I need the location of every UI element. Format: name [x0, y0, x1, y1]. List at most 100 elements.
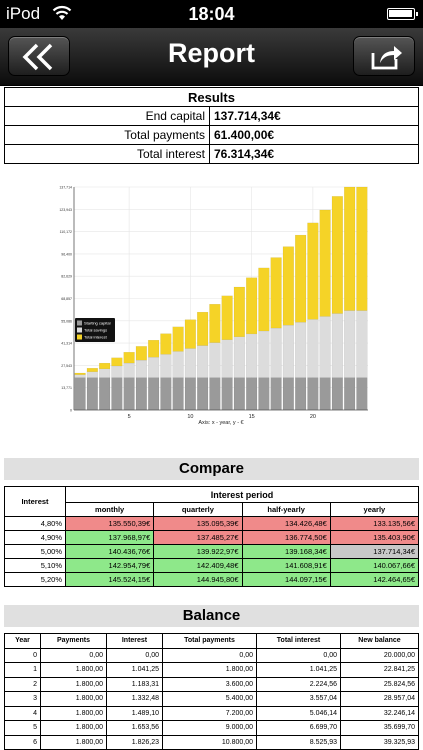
bar-segment	[282, 324, 294, 378]
compare-cell: 135.095,39€	[153, 516, 243, 531]
x-tick-label: 10	[187, 414, 193, 420]
bar-segment	[295, 322, 307, 378]
balance-header-payments: Payments	[40, 633, 107, 649]
results-label: End capital	[4, 106, 210, 126]
carrier-label: iPod	[6, 4, 41, 23]
balance-cell: 3.600,00	[162, 676, 257, 692]
bar-segment	[123, 377, 135, 411]
bar-segment	[319, 209, 331, 317]
balance-row: 6 1.800,00 1.826,23 10.800,00 8.525,93 39.325…	[4, 734, 419, 750]
balance-cell: 28.957,04	[340, 691, 419, 707]
balance-cell: 5	[4, 720, 41, 736]
results-value: 76.314,34€	[209, 144, 419, 164]
balance-header-interest: Interest	[106, 633, 163, 649]
balance-cell: 1.183,31	[106, 676, 163, 692]
status-bar: iPod 18:04	[0, 0, 423, 28]
compare-table: Interest Interest period monthly quarter…	[4, 486, 420, 587]
compare-row: 4,90% 137.968,97€ 137.485,27€ 136.774,50€ 13…	[4, 530, 420, 545]
bar-segment	[135, 359, 147, 378]
legend-box	[75, 318, 115, 342]
balance-cell: 39.325,93	[340, 734, 419, 750]
bar-segment	[197, 311, 209, 346]
legend-label: Starting capital	[84, 321, 111, 326]
balance-cell: 7.200,00	[162, 705, 257, 721]
balance-cell: 20.000,00	[340, 647, 419, 663]
compare-cell: 144.945,80€	[153, 572, 243, 587]
results-value: 137.714,34€	[209, 106, 419, 126]
compare-cell: 137.714,34€	[329, 544, 420, 559]
balance-cell: 3.557,04	[256, 691, 341, 707]
compare-cell: 139.922,97€	[153, 544, 243, 559]
balance-cell: 0,00	[162, 647, 257, 663]
bar-segment	[160, 333, 172, 355]
balance-cell: 35.699,70	[340, 720, 419, 736]
results-table: Results End capital 137.714,34€ Total pa…	[4, 87, 419, 164]
back-button[interactable]	[8, 36, 70, 76]
compare-cell: 135.403,90€	[329, 530, 420, 545]
bar-segment	[258, 267, 270, 332]
y-tick-label: 96,400	[61, 252, 72, 256]
compare-row: 5,20% 145.524,15€ 144.945,80€ 144.097,15€ 14…	[4, 572, 420, 587]
results-value: 61.400,00€	[209, 125, 419, 145]
bar-segment	[148, 377, 160, 411]
bar-segment	[99, 362, 111, 370]
compare-title: Compare	[4, 458, 419, 480]
balance-cell: 1	[4, 662, 41, 678]
bar-segment	[74, 374, 86, 378]
compare-rate: 4,90%	[4, 530, 66, 545]
bar-segment	[184, 348, 196, 378]
bar-segment	[111, 357, 123, 367]
x-tick-label: 5	[128, 414, 131, 420]
bar-segment	[356, 377, 368, 411]
balance-cell: 1.800,00	[40, 705, 107, 721]
compare-row: 5,10% 142.954,79€ 142.409,48€ 141.608,91€ 14…	[4, 558, 420, 573]
bar-segment	[282, 377, 294, 411]
bar-segment	[246, 333, 258, 378]
bar-segment	[148, 339, 160, 358]
compare-cell: 137.968,97€	[64, 530, 155, 545]
balance-cell: 1.041,25	[256, 662, 341, 678]
page-title: Report	[168, 38, 255, 68]
y-tick-label: 68,857	[61, 297, 72, 301]
compare-rate: 4,80%	[4, 516, 66, 531]
bar-segment	[74, 377, 86, 411]
bar-segment	[209, 342, 221, 378]
share-button[interactable]	[353, 36, 415, 76]
compare-rate: 5,10%	[4, 558, 66, 573]
balance-cell: 3	[4, 691, 41, 707]
clock: 18:04	[188, 4, 235, 24]
balance-cell: 1.041,25	[106, 662, 163, 678]
share-icon	[371, 46, 402, 70]
y-tick-label: 55,086	[61, 319, 72, 323]
bar-segment	[135, 346, 147, 361]
compare-cell: 140.436,76€	[64, 544, 155, 559]
bar-segment	[270, 257, 282, 329]
bar-segment	[148, 357, 160, 378]
bar-segment	[74, 372, 86, 375]
period-header: Interest period	[65, 486, 419, 503]
x-tick-label: 15	[249, 414, 255, 420]
compare-cell: 142.409,48€	[153, 558, 243, 573]
bar-segment	[344, 310, 356, 378]
compare-cell: 142.464,65€	[329, 572, 420, 587]
bar-segment	[331, 377, 343, 411]
balance-cell: 0,00	[106, 647, 163, 663]
balance-row: 1 1.800,00 1.041,25 1.800,00 1.041,25 22.841,…	[4, 662, 419, 678]
bar-segment	[197, 345, 209, 378]
bar-segment	[356, 310, 368, 378]
balance-cell: 0	[4, 647, 41, 663]
bar-segment	[209, 377, 221, 411]
results-label: Total interest	[4, 144, 210, 164]
bar-segment	[197, 377, 209, 411]
legend-label: Total savings	[84, 328, 107, 333]
bar-segment	[99, 377, 111, 411]
bar-segment	[86, 371, 98, 378]
legend-swatch	[77, 327, 82, 333]
compare-cell: 141.608,91€	[241, 558, 331, 573]
y-tick-label: 13,771	[61, 386, 72, 390]
balance-cell: 1.332,48	[106, 691, 163, 707]
bar-segment	[221, 339, 233, 378]
bar-segment	[221, 377, 233, 411]
bar-segment	[344, 377, 356, 411]
balance-cell: 22.841,25	[340, 662, 419, 678]
